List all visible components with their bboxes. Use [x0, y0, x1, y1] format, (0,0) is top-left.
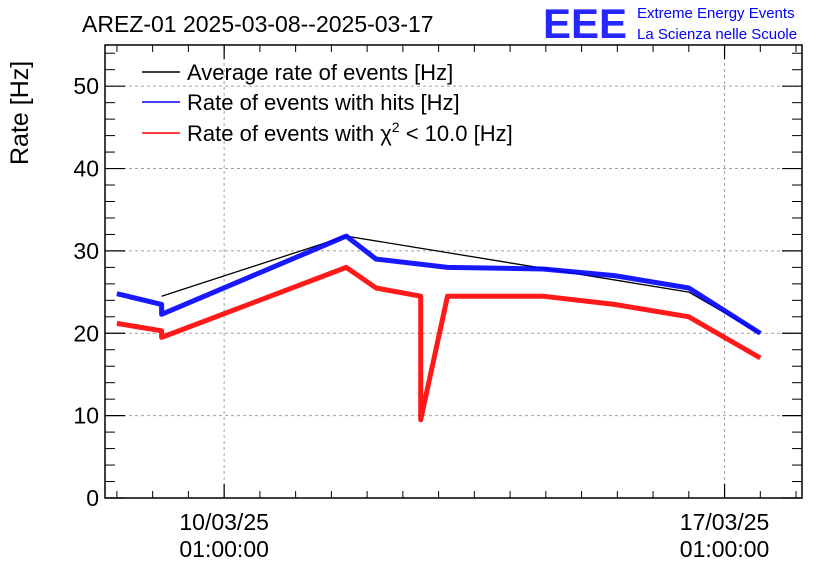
y-tick-label: 30	[73, 238, 99, 264]
y-axis-label: Rate [Hz]	[6, 61, 34, 165]
y-tick-label: 50	[73, 73, 99, 99]
x-tick-label-date: 10/03/25	[179, 509, 269, 535]
series-line-hits	[116, 233, 762, 336]
y-tick-label: 40	[73, 156, 99, 182]
y-tick-labels: 0 10 20 30 40 50	[73, 73, 99, 511]
legend: Average rate of events [Hz] Rate of even…	[142, 60, 513, 146]
series-line-chi2	[116, 264, 762, 423]
x-tick-label-time: 01:00:00	[680, 536, 770, 562]
legend-chi2-symbol: χ	[380, 121, 392, 146]
series-layer	[116, 233, 762, 423]
grid-lines	[105, 45, 802, 498]
x-tick-label-date: 17/03/25	[680, 509, 770, 535]
logo-mark: EEE	[543, 0, 627, 47]
logo-line1: Extreme Energy Events	[637, 5, 795, 22]
eee-logo: EEE Extreme Energy Events La Scienza nel…	[543, 0, 797, 47]
legend-chi2-suffix: < 10.0 [Hz]	[400, 121, 513, 146]
legend-label-average: Average rate of events [Hz]	[187, 60, 453, 85]
chart-title: AREZ-01 2025-03-08--2025-03-17	[82, 11, 434, 37]
plot-frame	[104, 44, 803, 499]
logo-line2: La Scienza nelle Scuole	[637, 26, 797, 43]
axis-ticks	[105, 45, 802, 499]
x-tick-label-time: 01:00:00	[179, 536, 269, 562]
legend-chi2-prefix: Rate of events with	[187, 121, 380, 146]
y-tick-label: 0	[86, 485, 99, 511]
legend-chi2-sup: 2	[392, 119, 400, 135]
y-tick-label: 20	[73, 320, 99, 346]
legend-label-hits: Rate of events with hits [Hz]	[187, 90, 460, 115]
legend-label-chi2: Rate of events with χ2 < 10.0 [Hz]	[187, 119, 513, 146]
y-tick-label: 10	[73, 403, 99, 429]
